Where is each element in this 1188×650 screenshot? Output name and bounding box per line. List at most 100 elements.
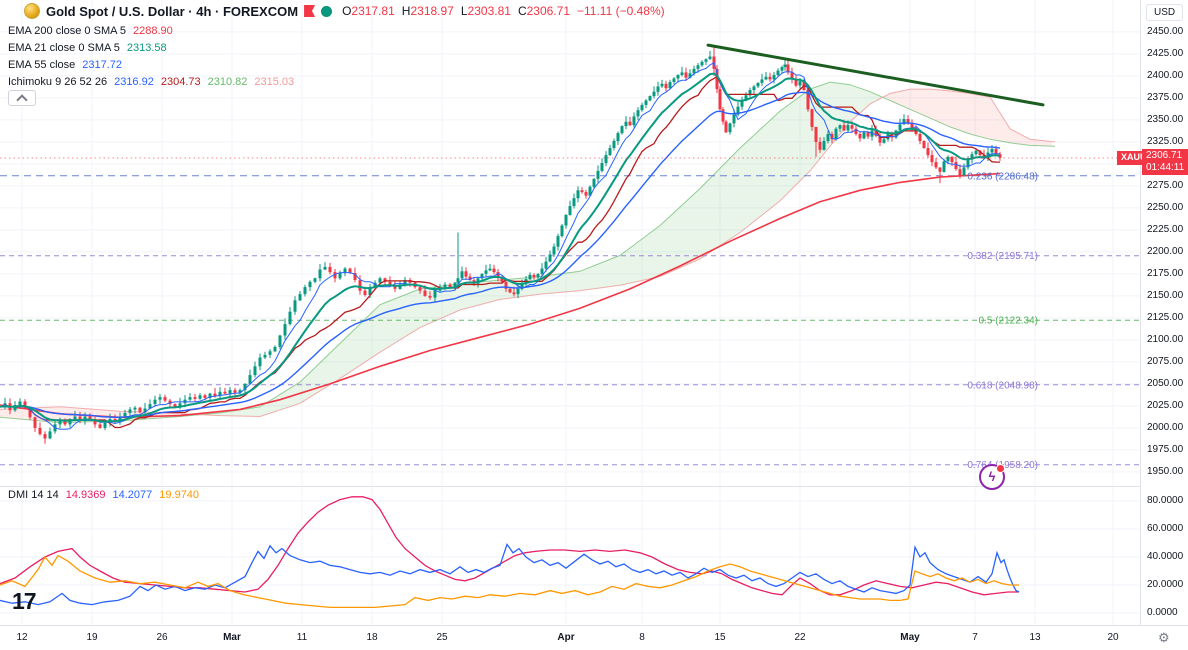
price-tick-label: 2150.00 [1147, 289, 1184, 301]
indicator-value: 2288.90 [133, 24, 173, 37]
indicator-value: 2304.73 [160, 75, 201, 88]
change-value: −11.11 (−0.48%) [577, 4, 665, 18]
date-tick-label: 15 [714, 632, 726, 643]
chart-header: Gold Spot / U.S. Dollar · 4h · FOREXCOM … [24, 3, 665, 19]
price-tick-label: 2325.00 [1147, 135, 1184, 147]
dmi-indicator-pane[interactable] [0, 487, 1140, 625]
lightning-glyph: ϟ [988, 469, 996, 484]
indicator-value: 2316.92 [114, 75, 154, 88]
fib-level-label: 0.5 (2122.34) [979, 316, 1039, 327]
price-tick-label: 2250.00 [1147, 201, 1184, 213]
price-tick-label: 2100.00 [1147, 333, 1184, 345]
ichimoku-conversion-line[interactable] [0, 61, 1000, 430]
indicator-label: EMA 55 close [8, 58, 76, 71]
main-chart-pane[interactable]: 0.236 (2286.48) 0.382 (2195.71) 0.5 (2122.… [0, 0, 1140, 487]
date-tick-label: 18 [366, 632, 378, 643]
current-price-label[interactable]: 2306.71 01:44:11 [1142, 149, 1188, 175]
series-marker-dot-icon [321, 5, 333, 17]
dmi-value: 14.2077 [112, 489, 153, 501]
alert-active-dot [996, 464, 1005, 473]
ema-21-line[interactable] [0, 72, 1001, 423]
dmi-di_plus-line[interactable] [0, 496, 1019, 596]
price-tick-label: 2000.00 [1147, 421, 1184, 433]
indicator-value: 2313.58 [126, 41, 167, 54]
current-price-value: 2306.71 [1146, 150, 1183, 161]
dmi-value: 14.9369 [65, 489, 106, 501]
date-tick-label: Apr [557, 632, 575, 643]
alert-lightning-icon[interactable]: ϟ [979, 464, 1005, 490]
dmi-tick-label: 0.0000 [1147, 607, 1178, 618]
chevron-up-icon [16, 94, 28, 106]
date-tick-label: 25 [436, 632, 448, 643]
indicator-label: EMA 21 close 0 SMA 5 [8, 41, 120, 54]
dmi-di_minus-line[interactable] [0, 542, 1020, 606]
indicator-legend-row[interactable]: Ichimoku 9 26 52 26 2316.92 2304.73 2310.82… [8, 73, 294, 90]
date-tick-label: 22 [794, 632, 806, 643]
gear-icon[interactable]: ⚙ [1158, 630, 1170, 645]
main-gridlines [0, 0, 1140, 486]
price-tick-label: 2425.00 [1147, 47, 1184, 59]
price-tick-label: 2400.00 [1147, 69, 1184, 81]
price-tick-label: 2350.00 [1147, 113, 1184, 125]
date-tick-label: Mar [223, 632, 241, 643]
dmi-tick-label: 20.0000 [1147, 579, 1184, 590]
price-tick-label: 2050.00 [1147, 377, 1184, 389]
bar-countdown: 01:44:11 [1146, 162, 1185, 173]
price-tick-label: 2375.00 [1147, 91, 1184, 103]
high-label: H [401, 4, 411, 18]
date-tick-label: 26 [156, 632, 168, 643]
price-tick-label: 2225.00 [1147, 223, 1184, 235]
candles[interactable] [3, 45, 1002, 444]
low-label: L [460, 4, 468, 18]
indicator-legend-row[interactable]: EMA 55 close 2317.72 [8, 56, 294, 73]
ema-200-line[interactable] [0, 172, 1001, 419]
price-tick-label: 2275.00 [1147, 179, 1184, 191]
close-value: 2306.71 [526, 4, 570, 18]
open-value: 2317.81 [351, 4, 395, 18]
tradingview-logo[interactable]: 17 [12, 588, 37, 614]
date-tick-label: May [900, 632, 920, 643]
date-tick-label: 13 [1029, 632, 1041, 643]
price-tick-label: 2200.00 [1147, 245, 1184, 257]
price-tick-label: 1975.00 [1147, 443, 1184, 455]
ichimoku-cloud [200, 82, 884, 417]
close-label: C [517, 4, 527, 18]
fib-level-label: 0.618 (2048.98) [967, 380, 1038, 391]
price-tick-label: 2450.00 [1147, 25, 1184, 37]
dmi-legend-label: DMI 14 14 [8, 489, 59, 501]
price-tick-label: 2125.00 [1147, 311, 1184, 323]
pane-separator[interactable] [0, 486, 1188, 487]
descending-trendline[interactable] [706, 43, 1045, 107]
symbol-logo-icon [24, 3, 40, 19]
open-label: O [342, 4, 352, 18]
currency-toggle-button[interactable]: USD [1146, 4, 1184, 21]
dmi-legend[interactable]: DMI 14 14 14.9369 14.2077 19.9740 [8, 489, 199, 501]
symbol-title[interactable]: Gold Spot / U.S. Dollar · 4h · FOREXCOM [46, 3, 299, 19]
legend-collapse-button[interactable] [8, 90, 36, 106]
ema-55-line[interactable] [0, 91, 1001, 419]
price-axis[interactable] [1140, 0, 1188, 650]
indicator-legend-row[interactable]: EMA 200 close 0 SMA 5 2288.90 [8, 22, 294, 39]
price-tick-label: 1950.00 [1147, 465, 1184, 477]
date-tick-label: 20 [1107, 632, 1119, 643]
indicator-legend: EMA 200 close 0 SMA 5 2288.90 EMA 21 close… [8, 22, 294, 90]
dmi-adx-line[interactable] [0, 554, 1019, 609]
ichimoku-cloud [884, 89, 1052, 147]
ohlc-readout: O2317.81 H2318.97 L2303.81 C2306.71 −11.… [342, 4, 665, 18]
price-tick-label: 2025.00 [1147, 399, 1184, 411]
indicator-value: 2315.03 [254, 75, 295, 88]
indicator-label: Ichimoku 9 26 52 26 [8, 75, 108, 88]
price-tick-label: 2175.00 [1147, 267, 1184, 279]
dmi-tick-label: 80.0000 [1147, 495, 1184, 506]
time-axis[interactable] [0, 625, 1188, 650]
indicator-value: 2317.72 [82, 58, 123, 71]
fib-level-label: 0.382 (2195.71) [967, 251, 1038, 262]
indicator-value: 2310.82 [207, 75, 248, 88]
high-value: 2318.97 [410, 4, 454, 18]
date-tick-label: 11 [296, 632, 308, 643]
date-tick-label: 7 [972, 632, 978, 643]
price-tick-label: 2075.00 [1147, 355, 1184, 367]
flag-icon[interactable] [304, 5, 316, 17]
indicator-legend-row[interactable]: EMA 21 close 0 SMA 5 2313.58 [8, 39, 294, 56]
